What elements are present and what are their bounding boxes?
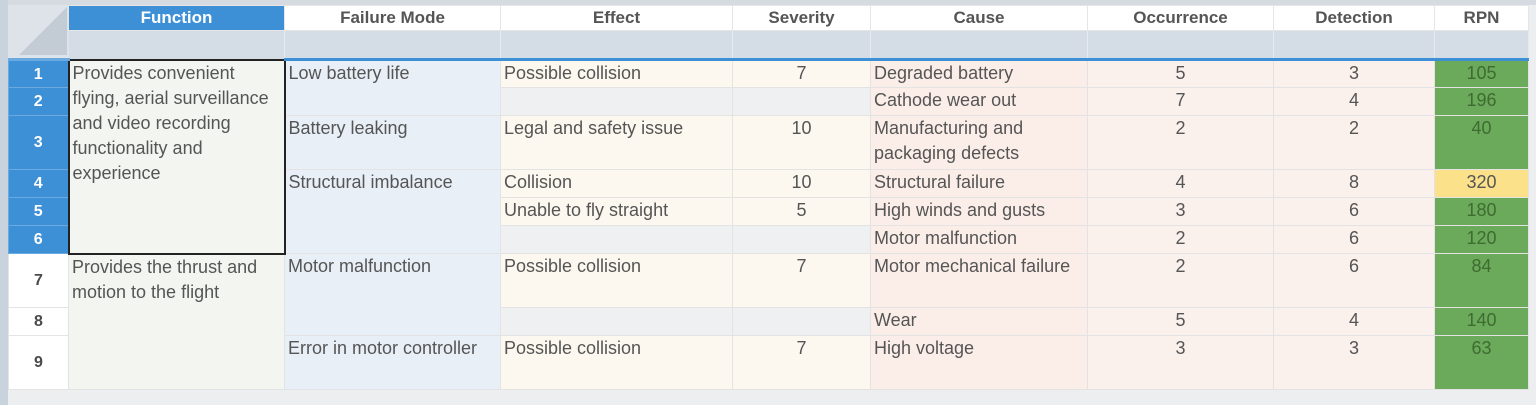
row-header[interactable]: 5 bbox=[8, 197, 69, 226]
severity-cell[interactable] bbox=[732, 307, 871, 336]
occurrence-cell[interactable]: 7 bbox=[1087, 87, 1274, 116]
cause-cell[interactable]: Structural failure bbox=[870, 169, 1088, 198]
cause-cell[interactable]: Wear bbox=[870, 307, 1088, 336]
blank-header-cell[interactable] bbox=[68, 30, 285, 60]
detection-cell[interactable]: 4 bbox=[1273, 87, 1435, 116]
detection-cell[interactable]: 8 bbox=[1273, 169, 1435, 198]
table-row: 9 Error in motor controller Possible colli… bbox=[8, 335, 1529, 390]
effect-cell[interactable] bbox=[500, 225, 733, 254]
cause-cell[interactable]: Motor malfunction bbox=[870, 225, 1088, 254]
row-header[interactable]: 1 bbox=[8, 58, 69, 88]
failure-mode-cell[interactable]: Battery leaking bbox=[284, 115, 501, 170]
rpn-cell[interactable]: 84 bbox=[1434, 253, 1529, 308]
occurrence-cell[interactable]: 2 bbox=[1087, 225, 1274, 254]
column-header-severity[interactable]: Severity bbox=[732, 5, 871, 31]
column-header-effect[interactable]: Effect bbox=[500, 5, 733, 31]
failure-mode-cell[interactable]: Structural imbalance bbox=[284, 169, 501, 254]
column-header-detection[interactable]: Detection bbox=[1273, 5, 1435, 31]
blank-header-cell[interactable] bbox=[1434, 30, 1529, 60]
occurrence-cell[interactable]: 2 bbox=[1087, 115, 1274, 170]
row-header[interactable]: 6 bbox=[8, 225, 69, 254]
blank-header-cell[interactable] bbox=[500, 30, 733, 60]
occurrence-cell[interactable]: 2 bbox=[1087, 253, 1274, 308]
occurrence-cell[interactable]: 5 bbox=[1087, 307, 1274, 336]
cause-cell[interactable]: Degraded battery bbox=[870, 58, 1088, 88]
rpn-cell[interactable]: 140 bbox=[1434, 307, 1529, 336]
effect-cell[interactable]: Collision bbox=[500, 169, 733, 198]
effect-cell[interactable] bbox=[500, 307, 733, 336]
failure-mode-cell[interactable]: Motor malfunction bbox=[284, 253, 501, 336]
function-cell[interactable]: Provides convenient flying, aerial surve… bbox=[67, 58, 286, 255]
select-all-corner[interactable] bbox=[8, 5, 69, 60]
table-row: 7 Provides the thrust and motion to the f… bbox=[8, 253, 1529, 390]
severity-cell[interactable]: 7 bbox=[732, 335, 871, 390]
severity-cell[interactable] bbox=[732, 87, 871, 116]
detection-cell[interactable]: 2 bbox=[1273, 115, 1435, 170]
occurrence-cell[interactable]: 5 bbox=[1087, 58, 1274, 88]
detection-cell[interactable]: 3 bbox=[1273, 335, 1435, 390]
failure-mode-cell[interactable]: Error in motor controller bbox=[284, 335, 501, 390]
severity-cell[interactable]: 7 bbox=[732, 253, 871, 308]
effect-cell[interactable]: Possible collision bbox=[500, 335, 733, 390]
occurrence-cell[interactable]: 3 bbox=[1087, 197, 1274, 226]
row-header[interactable]: 2 bbox=[8, 87, 69, 116]
rpn-cell[interactable]: 180 bbox=[1434, 197, 1529, 226]
column-header-occurrence[interactable]: Occurrence bbox=[1087, 5, 1274, 31]
blank-header-cell[interactable] bbox=[1273, 30, 1435, 60]
occurrence-cell[interactable]: 4 bbox=[1087, 169, 1274, 198]
row-header[interactable]: 4 bbox=[8, 169, 69, 198]
effect-cell[interactable]: Possible collision bbox=[500, 253, 733, 308]
detection-cell[interactable]: 4 bbox=[1273, 307, 1435, 336]
column-header-function[interactable]: Function bbox=[68, 5, 285, 31]
severity-cell[interactable]: 10 bbox=[732, 115, 871, 170]
effect-cell[interactable]: Possible collision bbox=[500, 58, 733, 88]
rpn-cell[interactable]: 120 bbox=[1434, 225, 1529, 254]
occurrence-cell[interactable]: 3 bbox=[1087, 335, 1274, 390]
cause-cell[interactable]: Cathode wear out bbox=[870, 87, 1088, 116]
rpn-cell[interactable]: 196 bbox=[1434, 87, 1529, 116]
table-row: 6 Motor malfunction 2 6 120 bbox=[8, 225, 1529, 254]
column-header-failure-mode[interactable]: Failure Mode bbox=[284, 5, 501, 31]
severity-cell[interactable]: 7 bbox=[732, 58, 871, 88]
row-header[interactable]: 7 bbox=[8, 253, 69, 308]
cause-cell[interactable]: Motor mechanical failure bbox=[870, 253, 1088, 308]
table-row: 3 Battery leaking Legal and safety issue 10… bbox=[8, 115, 1529, 170]
blank-header-cell[interactable] bbox=[1087, 30, 1274, 60]
detection-cell[interactable]: 6 bbox=[1273, 197, 1435, 226]
function-cell[interactable]: Provides the thrust and motion to the fl… bbox=[68, 253, 285, 390]
column-header-rpn[interactable]: RPN bbox=[1434, 5, 1529, 31]
detection-cell[interactable]: 3 bbox=[1273, 58, 1435, 88]
window-top-bar bbox=[0, 0, 1536, 5]
rpn-cell[interactable]: 40 bbox=[1434, 115, 1529, 170]
fmea-table: Function Failure Mode Effect Severity Ca… bbox=[8, 5, 1529, 390]
severity-cell[interactable] bbox=[732, 225, 871, 254]
severity-cell[interactable]: 10 bbox=[732, 169, 871, 198]
row-header[interactable]: 3 bbox=[8, 115, 69, 170]
table-frame bbox=[0, 0, 8, 405]
detection-cell[interactable]: 6 bbox=[1273, 253, 1435, 308]
row-header[interactable]: 8 bbox=[8, 307, 69, 336]
blank-header-cell[interactable] bbox=[732, 30, 871, 60]
severity-cell[interactable]: 5 bbox=[732, 197, 871, 226]
table-row: 2 Cathode wear out 7 4 196 bbox=[8, 87, 1529, 116]
column-header-cause[interactable]: Cause bbox=[870, 5, 1088, 31]
rpn-cell[interactable]: 63 bbox=[1434, 335, 1529, 390]
detection-cell[interactable]: 6 bbox=[1273, 225, 1435, 254]
cause-cell[interactable]: Manufacturing and packaging defects bbox=[870, 115, 1088, 170]
blank-header-cell[interactable] bbox=[870, 30, 1088, 60]
effect-cell[interactable]: Unable to fly straight bbox=[500, 197, 733, 226]
failure-mode-cell[interactable]: Low battery life bbox=[284, 58, 501, 116]
table-row: 4 Structural imbalance Collision 10 Structur… bbox=[8, 169, 1529, 254]
blank-header-cell[interactable] bbox=[284, 30, 501, 60]
effect-cell[interactable]: Legal and safety issue bbox=[500, 115, 733, 170]
effect-cell[interactable] bbox=[500, 87, 733, 116]
rpn-cell[interactable]: 320 bbox=[1434, 169, 1529, 198]
table-row: 1 Provides convenient flying, aerial surv… bbox=[8, 58, 1529, 255]
cause-cell[interactable]: High winds and gusts bbox=[870, 197, 1088, 226]
row-header[interactable]: 9 bbox=[8, 335, 69, 390]
table-row: 8 Wear 5 4 140 bbox=[8, 307, 1529, 336]
rpn-cell[interactable]: 105 bbox=[1434, 58, 1529, 88]
cause-cell[interactable]: High voltage bbox=[870, 335, 1088, 390]
